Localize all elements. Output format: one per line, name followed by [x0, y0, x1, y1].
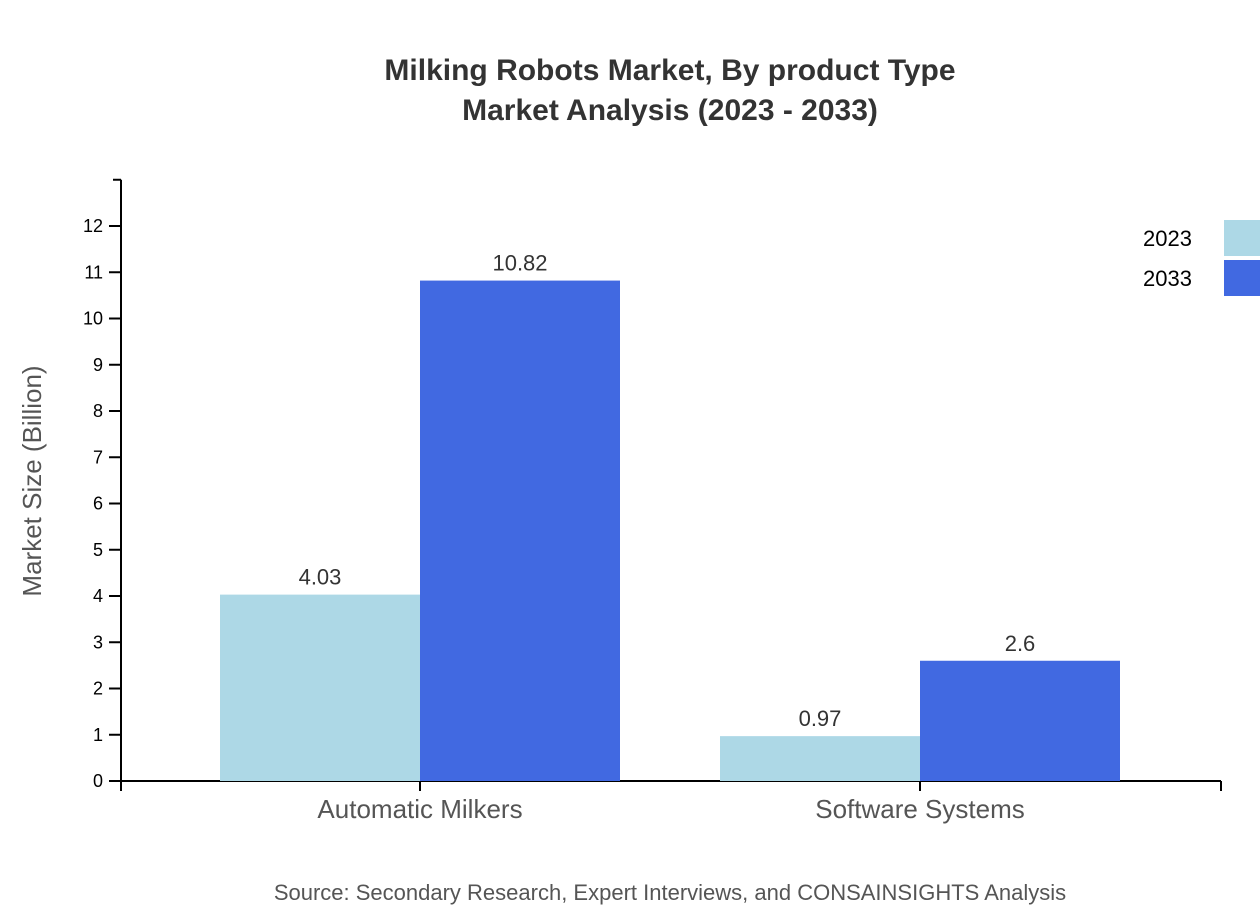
- legend-label: 2033: [1143, 266, 1192, 291]
- y-tick-label: 12: [83, 216, 103, 236]
- y-tick-label: 10: [83, 309, 103, 329]
- x-tick-label: Automatic Milkers: [317, 794, 522, 824]
- x-tick-label: Software Systems: [815, 794, 1025, 824]
- data-label: 4.03: [299, 565, 342, 590]
- data-label: 0.97: [799, 706, 842, 731]
- y-tick-label: 1: [93, 725, 103, 745]
- legend-swatch: [1224, 260, 1260, 296]
- x-axis: Automatic Milkers Software Systems: [120, 780, 1222, 824]
- y-axis-label: Market Size (Billion): [17, 365, 47, 596]
- bar-2033: [420, 280, 620, 781]
- y-tick-label: 3: [93, 632, 103, 652]
- y-tick-label: 8: [93, 401, 103, 421]
- source-note: Source: Secondary Research, Expert Inter…: [274, 880, 1066, 905]
- y-tick-label: 11: [84, 262, 103, 282]
- data-label: 10.82: [492, 251, 547, 276]
- y-tick-label: 5: [93, 540, 103, 560]
- y-tick-label: 7: [93, 447, 103, 467]
- bar-2023: [220, 594, 420, 781]
- bar-2033: [920, 660, 1120, 781]
- legend-label: 2023: [1143, 226, 1192, 251]
- y-tick-label: 2: [93, 679, 103, 699]
- data-label: 2.6: [1005, 631, 1036, 656]
- bar-2023: [720, 736, 920, 781]
- bars: 4.03 10.82 0.97 2.6: [220, 251, 1120, 781]
- y-tick-label: 0: [93, 771, 103, 791]
- legend: 2023 2033: [1143, 220, 1260, 296]
- y-tick-label: 4: [93, 586, 103, 606]
- chart-subtitle: Market Analysis (2023 - 2033): [462, 94, 878, 127]
- y-tick-label: 9: [93, 355, 103, 375]
- y-tick-label: 6: [93, 494, 103, 514]
- legend-swatch: [1224, 220, 1260, 256]
- chart-title: Milking Robots Market, By product Type: [384, 54, 955, 87]
